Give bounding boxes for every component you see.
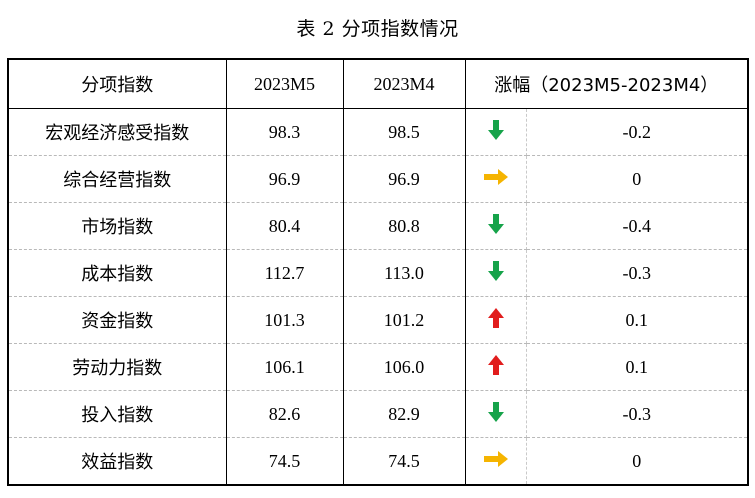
trend-cell [464,437,527,486]
change-value: 0.1 [526,296,750,344]
right-arrow-icon [483,168,509,190]
table-title: 表 2 分项指数情况 [296,18,459,40]
header-2023m4: 2023M4 [342,58,466,109]
value-2023m4: 74.5 [342,437,466,486]
table-row: 投入指数 82.6 82.9 -0.3 [7,390,750,438]
trend-cell [464,202,527,250]
index-name: 资金指数 [7,296,227,344]
index-name: 劳动力指数 [7,343,227,391]
value-2023m4: 82.9 [342,390,466,438]
value-2023m5: 101.3 [225,296,344,344]
header-2023m5: 2023M5 [225,58,344,109]
value-2023m4: 113.0 [342,249,466,297]
down-arrow-icon [487,401,505,428]
up-arrow-icon [487,307,505,334]
value-2023m5: 112.7 [225,249,344,297]
index-name: 投入指数 [7,390,227,438]
index-name: 成本指数 [7,249,227,297]
trend-cell [464,296,527,344]
up-arrow-icon [487,354,505,381]
header-index-name: 分项指数 [7,58,227,109]
down-arrow-icon [487,260,505,287]
value-2023m5: 80.4 [225,202,344,250]
table-row: 市场指数 80.4 80.8 -0.4 [7,202,750,250]
header-change: 涨幅（2023M5-2023M4） [464,58,750,109]
value-2023m4: 80.8 [342,202,466,250]
trend-cell [464,155,527,203]
change-value: -0.2 [526,108,750,156]
index-name: 宏观经济感受指数 [7,108,227,156]
right-arrow-icon [483,450,509,472]
value-2023m4: 106.0 [342,343,466,391]
down-arrow-icon [487,213,505,240]
table-header-row: 分项指数 2023M5 2023M4 涨幅（2023M5-2023M4） [7,58,750,109]
value-2023m4: 98.5 [342,108,466,156]
value-2023m5: 82.6 [225,390,344,438]
value-2023m5: 106.1 [225,343,344,391]
change-value: -0.3 [526,249,750,297]
down-arrow-icon [487,119,505,146]
change-value: -0.3 [526,390,750,438]
trend-cell [464,390,527,438]
index-name: 综合经营指数 [7,155,227,203]
change-value: 0.1 [526,343,750,391]
change-value: 0 [526,155,750,203]
value-2023m5: 96.9 [225,155,344,203]
value-2023m5: 98.3 [225,108,344,156]
change-value: 0 [526,437,750,486]
table-row: 成本指数 112.7 113.0 -0.3 [7,249,750,297]
change-value: -0.4 [526,202,750,250]
table-row: 综合经营指数 96.9 96.9 0 [7,155,750,203]
table-row: 效益指数 74.5 74.5 0 [7,437,750,486]
index-name: 效益指数 [7,437,227,486]
table-row: 劳动力指数 106.1 106.0 0.1 [7,343,750,391]
index-table: 分项指数 2023M5 2023M4 涨幅（2023M5-2023M4） 宏观经… [7,58,750,486]
value-2023m4: 96.9 [342,155,466,203]
value-2023m4: 101.2 [342,296,466,344]
table-row: 宏观经济感受指数 98.3 98.5 -0.2 [7,108,750,156]
trend-cell [464,108,527,156]
table-row: 资金指数 101.3 101.2 0.1 [7,296,750,344]
trend-cell [464,249,527,297]
value-2023m5: 74.5 [225,437,344,486]
trend-cell [464,343,527,391]
index-name: 市场指数 [7,202,227,250]
